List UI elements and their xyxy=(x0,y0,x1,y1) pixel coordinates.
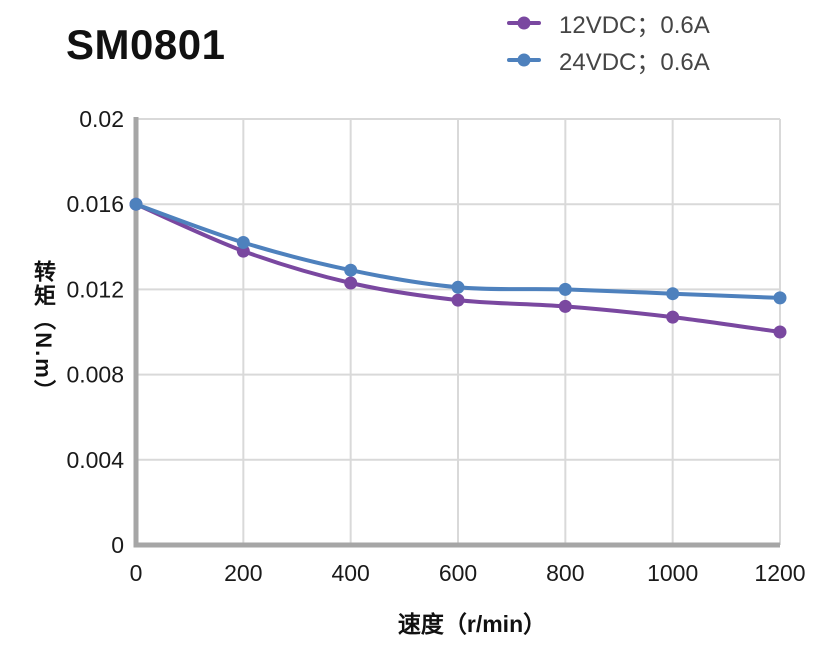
legend-label-12vdc: 12VDC；0.6A xyxy=(559,12,710,39)
legend-label-24vdc: 24VDC；0.6A xyxy=(559,49,710,76)
legend-line-dot-icon xyxy=(507,16,541,29)
data-point-marker-12vdc xyxy=(451,293,465,307)
y-tick-label: 0.012 xyxy=(66,276,124,302)
x-tick-label: 1200 xyxy=(754,560,805,586)
x-tick-label: 800 xyxy=(546,560,584,586)
chart-title: SM0801 xyxy=(66,21,226,68)
data-point-marker-24vdc xyxy=(773,291,787,305)
y-axis-title: 转矩（N.m） xyxy=(31,260,56,404)
legend: 12VDC；0.6A 24VDC；0.6A xyxy=(507,4,710,78)
x-tick-label: 1000 xyxy=(647,560,698,586)
legend-dot-icon xyxy=(517,53,531,66)
x-tick-label: 200 xyxy=(224,560,262,586)
x-axis-title: 速度（r/min） xyxy=(397,611,547,637)
legend-item-24vdc: 24VDC；0.6A xyxy=(507,41,710,78)
legend-dot-icon xyxy=(517,16,531,29)
data-point-marker-12vdc xyxy=(558,299,572,313)
data-point-marker-24vdc xyxy=(558,282,572,296)
legend-line-dot-icon xyxy=(507,53,541,66)
y-tick-label: 0.016 xyxy=(66,191,124,217)
x-tick-label: 0 xyxy=(130,560,143,586)
data-point-marker-24vdc xyxy=(451,280,465,294)
data-point-marker-12vdc xyxy=(344,276,358,290)
y-tick-label: 0 xyxy=(111,532,124,558)
data-point-marker-24vdc xyxy=(344,263,358,277)
data-point-marker-24vdc xyxy=(129,197,143,211)
y-tick-label: 0.02 xyxy=(79,106,124,132)
x-tick-label: 600 xyxy=(439,560,477,586)
data-point-marker-24vdc xyxy=(666,287,680,301)
legend-item-12vdc: 12VDC；0.6A xyxy=(507,4,710,41)
y-tick-label: 0.008 xyxy=(66,362,124,388)
y-tick-label: 0.004 xyxy=(66,447,124,473)
data-point-marker-12vdc xyxy=(773,325,787,339)
x-tick-label: 400 xyxy=(331,560,369,586)
data-point-marker-12vdc xyxy=(666,310,680,324)
data-point-marker-24vdc xyxy=(236,236,250,249)
